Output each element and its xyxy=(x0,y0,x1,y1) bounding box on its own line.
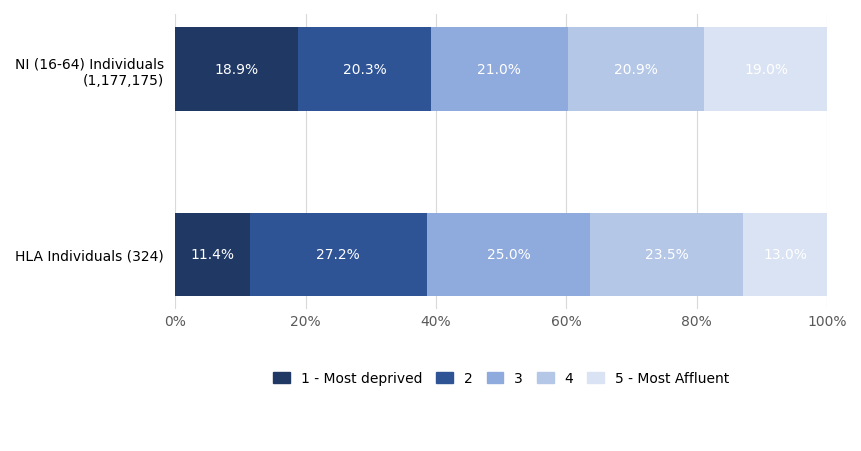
Text: 23.5%: 23.5% xyxy=(644,248,688,262)
Bar xyxy=(742,213,827,296)
Bar xyxy=(298,28,430,111)
Bar xyxy=(430,28,567,111)
Legend: 1 - Most deprived, 2, 3, 4, 5 - Most Affluent: 1 - Most deprived, 2, 3, 4, 5 - Most Aff… xyxy=(273,371,728,385)
Text: 27.2%: 27.2% xyxy=(316,248,360,262)
Text: 20.9%: 20.9% xyxy=(613,63,657,77)
Text: 20.3%: 20.3% xyxy=(343,63,386,77)
Text: 25.0%: 25.0% xyxy=(486,248,530,262)
Bar xyxy=(567,28,703,111)
Text: 18.9%: 18.9% xyxy=(214,63,258,77)
Text: 19.0%: 19.0% xyxy=(743,63,787,77)
Bar xyxy=(589,213,742,296)
Bar xyxy=(175,28,298,111)
Text: 13.0%: 13.0% xyxy=(763,248,807,262)
Bar xyxy=(175,213,250,296)
Text: 11.4%: 11.4% xyxy=(190,248,234,262)
Text: 21.0%: 21.0% xyxy=(477,63,521,77)
Bar xyxy=(426,213,589,296)
Bar xyxy=(703,28,827,111)
Bar xyxy=(250,213,426,296)
